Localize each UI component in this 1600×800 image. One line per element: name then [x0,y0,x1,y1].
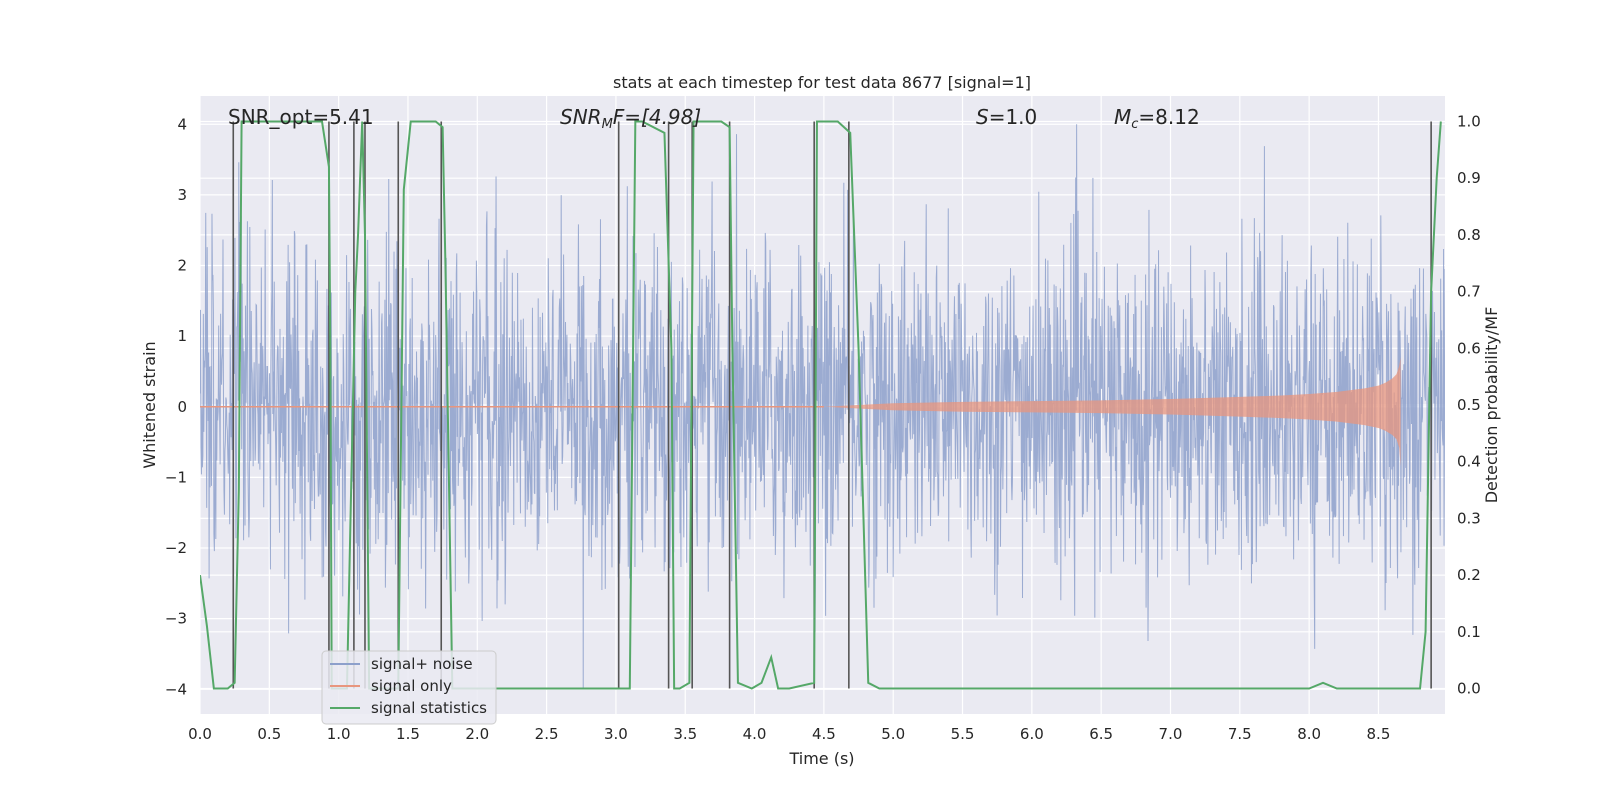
snr-opt-annotation: SNR_opt=5.41 [228,105,374,129]
left-y-tick-label: 2 [177,257,187,275]
snr-mf-value: F=[4.98] [613,105,701,129]
left-y-tick-label: 3 [177,186,187,204]
s-value: =1.0 [989,105,1038,129]
statistics-line [200,120,1442,690]
right-y-tick-label: 0.7 [1457,283,1481,301]
left-y-tick-label: 4 [177,115,187,133]
signal-plus-noise-series [200,124,1445,690]
x-tick-label: 4.0 [743,725,767,743]
left-y-axis-ticks: −4 −3 −2 −1 0 1 2 3 4 [165,115,187,698]
legend-box [321,650,497,725]
x-tick-label: 5.5 [951,725,975,743]
left-y-tick-label: −4 [165,680,187,698]
x-tick-label: 8.0 [1297,725,1321,743]
left-y-tick-label: 0 [177,398,187,416]
right-y-axis-ticks: 0.0 0.1 0.2 0.3 0.4 0.5 0.6 0.7 0.8 0.9 1.0 [1457,113,1481,698]
right-y-tick-label: 0.3 [1457,509,1481,527]
legend-entry-signal-only: signal only [371,677,452,695]
x-axis-label: Time (s) [788,749,854,768]
x-tick-label: 6.0 [1020,725,1044,743]
signal-statistics-series [200,120,1442,690]
right-y-tick-label: 0.4 [1457,453,1481,471]
x-tick-label: 4.5 [812,725,836,743]
x-tick-label: 6.5 [1089,725,1113,743]
x-tick-label: 2.5 [535,725,559,743]
right-y-tick-label: 0.2 [1457,566,1481,584]
x-tick-label: 7.5 [1228,725,1252,743]
right-y-tick-label: 1.0 [1457,113,1481,131]
left-y-axis-label: Whitened strain [140,341,159,468]
chart-title: stats at each timestep for test data 867… [613,73,1031,92]
legend-entry-noise: signal+ noise [371,655,473,673]
legend-entry-statistics: signal statistics [371,699,487,717]
x-tick-label: 1.0 [327,725,351,743]
x-tick-label: 0.5 [257,725,281,743]
x-axis-ticks: 0.0 0.5 1.0 1.5 2.0 2.5 3.0 3.5 4.0 4.5 5.0 5.5 6.0 6… [188,725,1390,743]
mc-subscript: c [1131,117,1138,132]
left-y-tick-label: −3 [165,610,187,628]
x-tick-label: 2.0 [465,725,489,743]
noise-trace [200,124,1445,690]
x-tick-label: 3.0 [604,725,628,743]
x-tick-label: 3.5 [673,725,697,743]
right-y-tick-label: 0.1 [1457,623,1481,641]
snr-mf-prefix: SNR [560,105,602,129]
mc-symbol: M [1114,105,1131,129]
left-y-tick-label: −1 [165,468,187,486]
right-y-tick-label: 0.5 [1457,396,1481,414]
x-tick-label: 0.0 [188,725,212,743]
right-y-tick-label: 0.6 [1457,339,1481,357]
mc-annotation: Mc=8.12 [1114,105,1200,132]
right-y-tick-label: 0.9 [1457,169,1481,187]
x-tick-label: 7.0 [1159,725,1183,743]
right-y-tick-label: 0.8 [1457,226,1481,244]
x-tick-label: 8.5 [1367,725,1391,743]
left-y-tick-label: 1 [177,327,187,345]
right-y-axis-label: Detection probability/MF [1482,307,1501,504]
x-tick-label: 5.0 [881,725,905,743]
signal-only-envelope [823,357,1401,467]
mc-value: =8.12 [1138,105,1199,129]
x-tick-label: 1.5 [396,725,420,743]
signal-only-series [200,357,1401,467]
snr-mf-annotation: SNRMF=[4.98] [560,105,701,132]
right-y-tick-label: 0.0 [1457,679,1481,697]
s-annotation: S=1.0 [976,105,1037,129]
s-symbol: S [976,105,989,129]
left-y-tick-label: −2 [165,539,187,557]
legend: signal+ noise signal only signal statist… [321,650,497,725]
snr-mf-subscript: M [602,117,613,132]
